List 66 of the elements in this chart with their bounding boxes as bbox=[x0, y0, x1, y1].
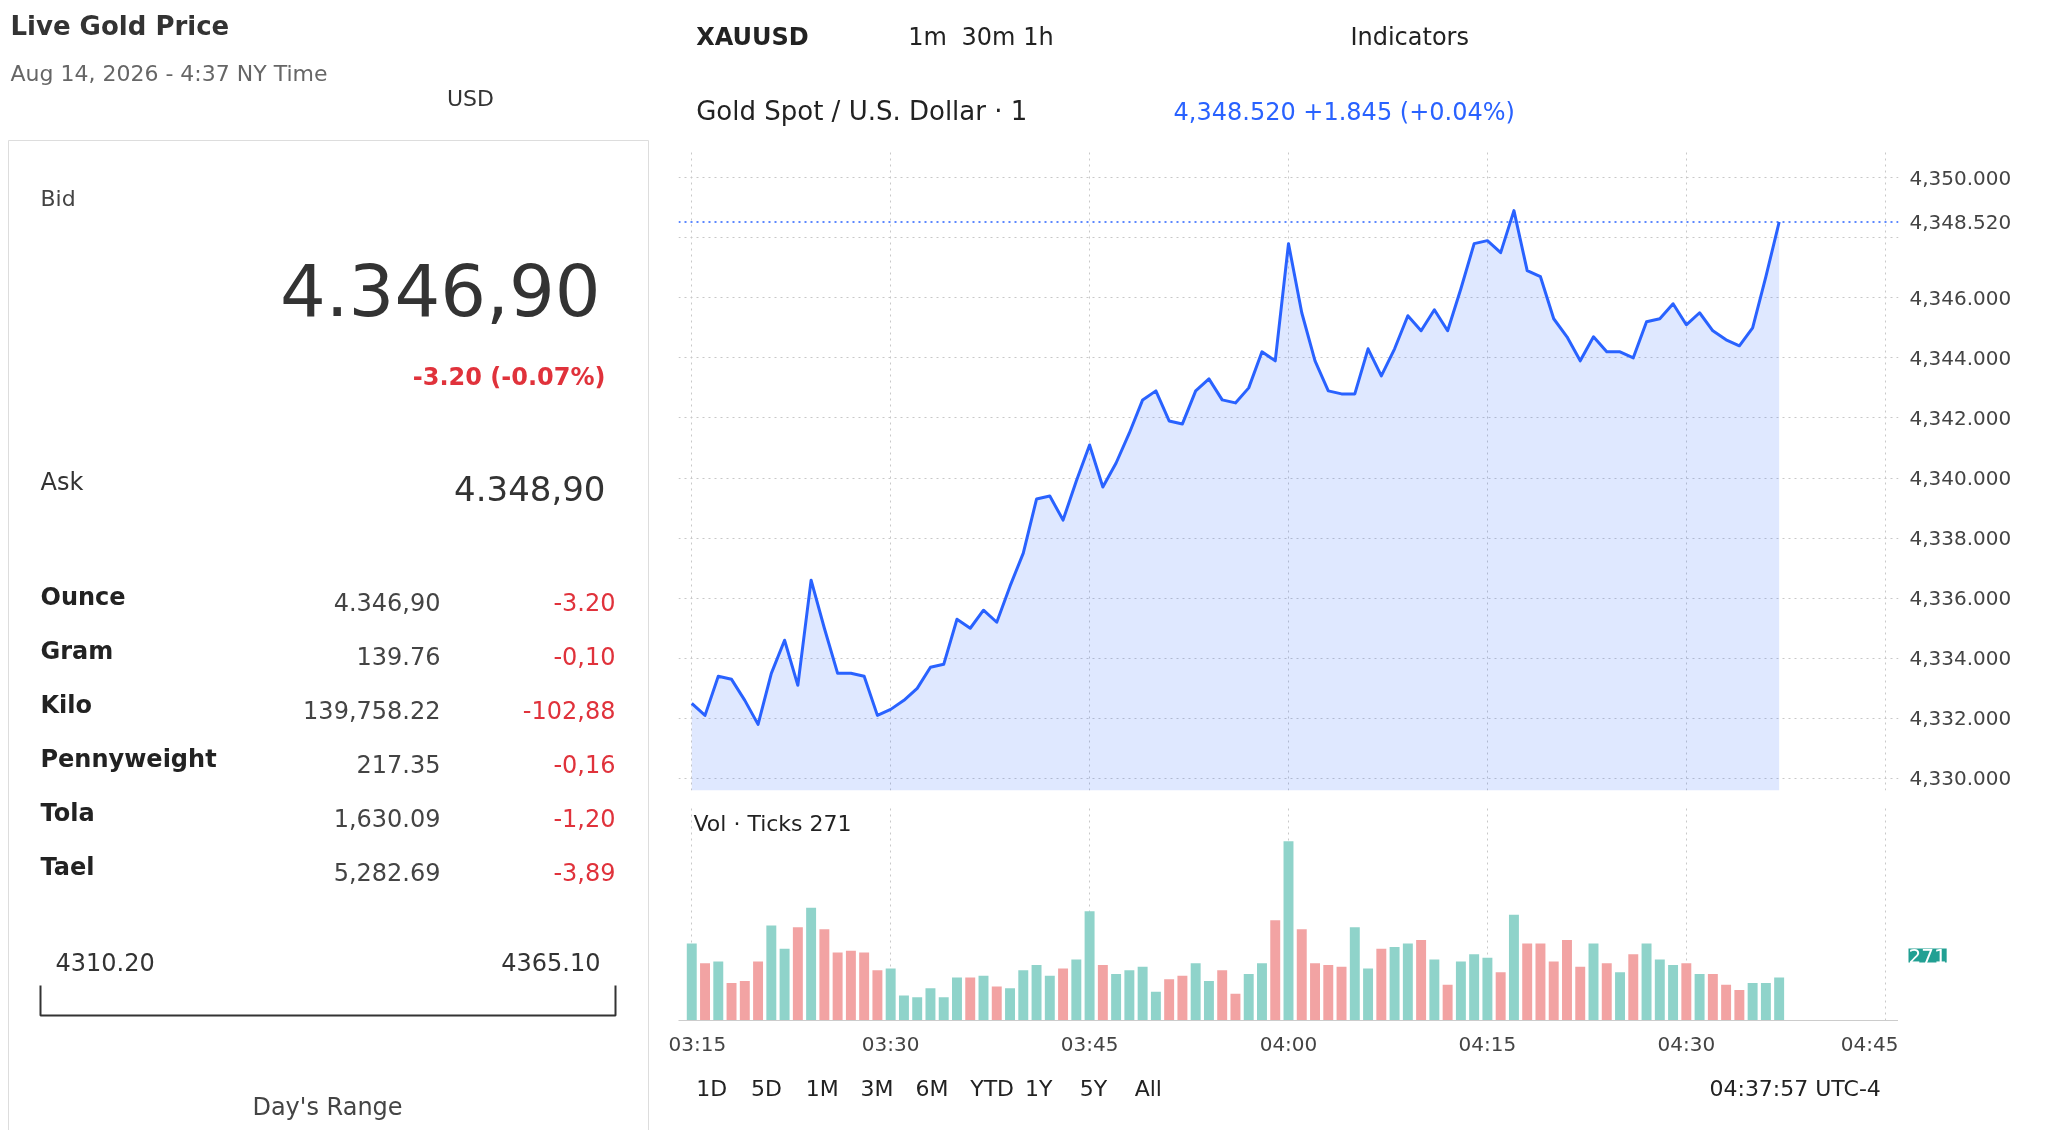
y-tick-label: 4,342.000 bbox=[1909, 405, 2012, 430]
text: Indicators bbox=[1350, 22, 1469, 51]
y-tick-label: 4,336.000 bbox=[1909, 586, 2012, 611]
text: 4310.20 bbox=[55, 948, 155, 977]
text: 217.35 bbox=[356, 750, 441, 779]
text: -0,16 bbox=[553, 750, 616, 779]
text: USD bbox=[447, 85, 495, 111]
text: 3M bbox=[860, 1075, 894, 1101]
text: Ounce bbox=[40, 582, 126, 611]
x-tick-label: 03:15 bbox=[668, 1031, 727, 1056]
x-tick-label: 04:45 bbox=[1840, 1031, 1899, 1056]
x-tick-label: 03:45 bbox=[1060, 1031, 1119, 1056]
text: 4.346,90 bbox=[333, 588, 441, 617]
text: Live Gold Price bbox=[10, 10, 230, 41]
text: Ask bbox=[40, 467, 84, 496]
text: 4365.10 bbox=[501, 948, 601, 977]
text: -3,89 bbox=[553, 858, 616, 887]
text: 5,282.69 bbox=[333, 858, 441, 887]
text: 6M bbox=[915, 1075, 949, 1101]
text: YTD bbox=[969, 1075, 1015, 1101]
text: 1D bbox=[696, 1075, 728, 1101]
text: -3.20 (-0.07%) bbox=[412, 362, 606, 391]
text: 4.346,90 bbox=[279, 248, 601, 333]
text: Tael bbox=[40, 852, 95, 881]
text: 4,348.520 +1.845 (+0.04%) bbox=[1173, 97, 1515, 126]
text: All bbox=[1134, 1075, 1162, 1101]
text: 1m bbox=[908, 22, 948, 51]
text: 4.348,90 bbox=[454, 468, 606, 509]
text: Day's Range bbox=[252, 1092, 403, 1121]
x-tick-label: 04:15 bbox=[1458, 1031, 1517, 1056]
text: 1Y bbox=[1025, 1075, 1054, 1101]
x-tick-label: 04:30 bbox=[1657, 1031, 1716, 1056]
text: -1,20 bbox=[553, 804, 616, 833]
y-tick-label: 4,346.000 bbox=[1909, 285, 2012, 310]
y-tick-label: 4,330.000 bbox=[1909, 766, 2012, 791]
y-tick-label: 4,338.000 bbox=[1909, 526, 2012, 551]
text: 04:37:57 UTC-4 bbox=[1709, 1075, 1881, 1101]
y-tick-label: 4,334.000 bbox=[1909, 646, 2012, 671]
text: Gram bbox=[40, 636, 114, 665]
y-tick-label: 4,340.000 bbox=[1909, 466, 2012, 491]
x-tick-label: 03:30 bbox=[861, 1031, 920, 1056]
text: -0,10 bbox=[553, 642, 616, 671]
text: 1M bbox=[805, 1075, 839, 1101]
ref-line-label: 4,348.520 bbox=[1909, 210, 2012, 235]
chart-title: Vol · Ticks 271 bbox=[693, 810, 852, 836]
y-tick-label: 4,332.000 bbox=[1909, 706, 2012, 731]
text: 1,630.09 bbox=[333, 804, 441, 833]
text: 139,758.22 bbox=[303, 696, 441, 725]
text: -102,88 bbox=[522, 696, 616, 725]
text: Kilo bbox=[40, 690, 93, 719]
text: Bid bbox=[40, 185, 76, 211]
text: Tola bbox=[40, 798, 95, 827]
text: 1h bbox=[1023, 22, 1054, 51]
x-tick-label: 04:00 bbox=[1259, 1031, 1318, 1056]
chart-title: Gold Spot / U.S. Dollar · 1 bbox=[696, 95, 1028, 126]
text: 271 bbox=[1908, 943, 1947, 968]
text: XAUUSD bbox=[696, 22, 809, 51]
text: -3.20 bbox=[553, 588, 616, 617]
y-tick-label: 4,344.000 bbox=[1909, 345, 2012, 370]
text: 5D bbox=[750, 1075, 782, 1101]
text: Aug 14, 2026 - 4:37 NY Time bbox=[10, 60, 328, 86]
text: 30m bbox=[961, 22, 1016, 51]
text: 139.76 bbox=[356, 642, 441, 671]
y-tick-label: 4,350.000 bbox=[1909, 165, 2012, 190]
text: Pennyweight bbox=[40, 744, 217, 773]
text: 5Y bbox=[1079, 1075, 1108, 1101]
